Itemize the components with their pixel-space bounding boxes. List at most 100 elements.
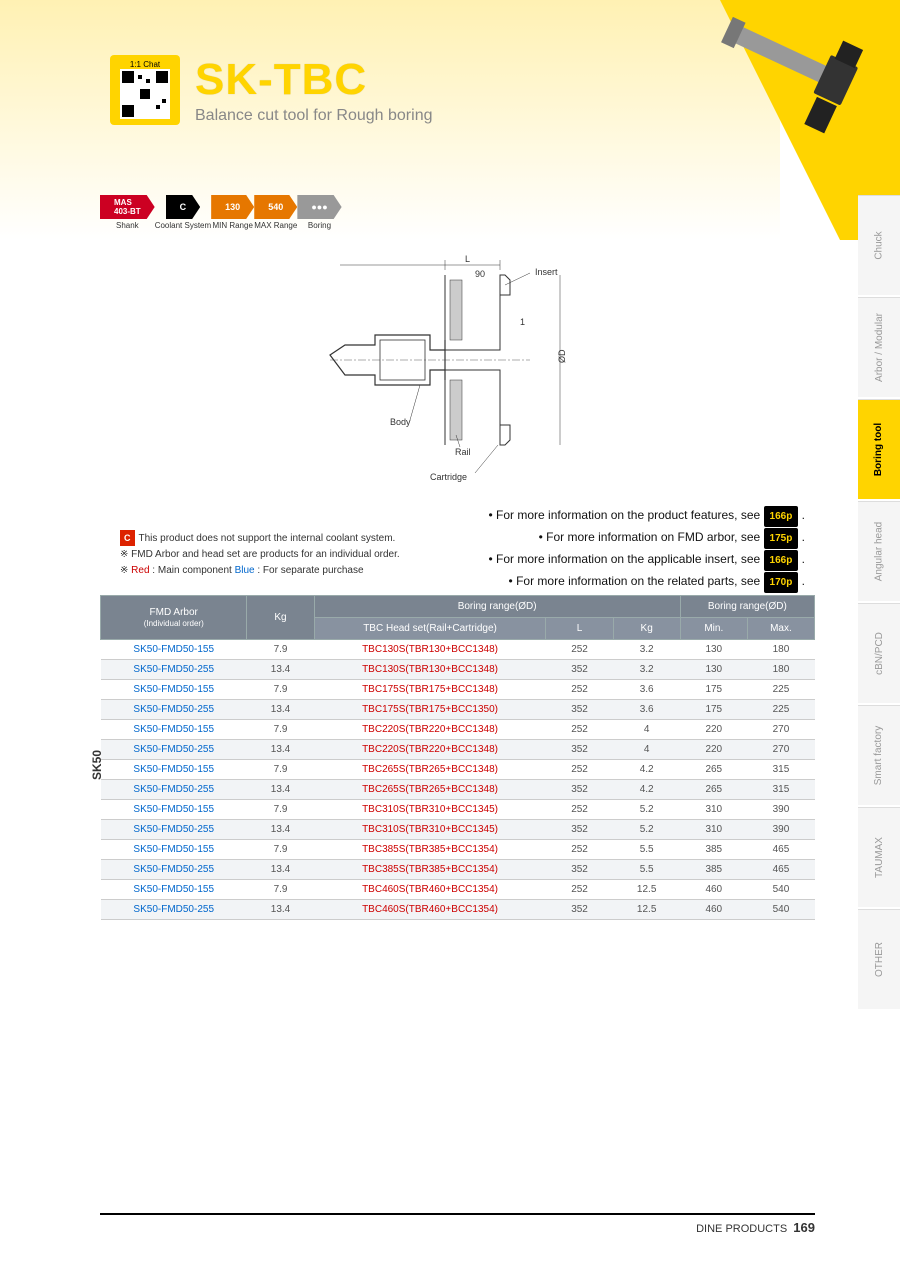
table-row: SK50-FMD50-25513.4TBC220S(TBR220+BCC1348… xyxy=(101,740,815,760)
cell-min: 220 xyxy=(680,740,747,760)
diagram-label-rail: Rail xyxy=(455,447,471,457)
spec-table-body: SK50-FMD50-1557.9TBC130S(TBR130+BCC1348)… xyxy=(101,640,815,920)
page-number: 169 xyxy=(793,1220,815,1235)
side-tab[interactable]: Smart factory xyxy=(858,705,900,805)
side-tab[interactable]: cBN/PCD xyxy=(858,603,900,703)
cell-min: 175 xyxy=(680,680,747,700)
table-row: SK50-FMD50-1557.9TBC265S(TBR265+BCC1348)… xyxy=(101,760,815,780)
cell-headset: TBC385S(TBR385+BCC1354) xyxy=(314,840,546,860)
page-ref-badge[interactable]: 166p xyxy=(764,506,799,527)
spec-label: Shank xyxy=(116,221,139,230)
th-min: Min. xyxy=(680,618,747,640)
cell-arbor: SK50-FMD50-155 xyxy=(101,640,247,660)
cell-headset: TBC220S(TBR220+BCC1348) xyxy=(314,720,546,740)
spec-chip: C xyxy=(166,195,201,219)
cell-kg: 7.9 xyxy=(247,720,314,740)
cell-kg2: 3.6 xyxy=(613,700,680,720)
spec-chip: 130 xyxy=(211,195,254,219)
cell-arbor: SK50-FMD50-255 xyxy=(101,820,247,840)
diagram-label-L: L xyxy=(465,254,470,264)
cell-kg2: 5.2 xyxy=(613,800,680,820)
cell-headset: TBC130S(TBR130+BCC1348) xyxy=(314,660,546,680)
qr-code: 1:1 Chat xyxy=(110,55,180,125)
cell-min: 265 xyxy=(680,760,747,780)
table-row: SK50-FMD50-1557.9TBC130S(TBR130+BCC1348)… xyxy=(101,640,815,660)
cell-L: 252 xyxy=(546,760,613,780)
diagram-label-90: 90 xyxy=(475,269,485,279)
cell-L: 252 xyxy=(546,880,613,900)
table-row: SK50-FMD50-25513.4TBC310S(TBR310+BCC1345… xyxy=(101,820,815,840)
cell-max: 180 xyxy=(747,660,814,680)
cell-kg: 7.9 xyxy=(247,640,314,660)
side-tab[interactable]: Chuck xyxy=(858,195,900,295)
cell-arbor: SK50-FMD50-155 xyxy=(101,840,247,860)
note-legend: ※ Red : Main component Blue : For separa… xyxy=(120,563,400,579)
cell-min: 220 xyxy=(680,720,747,740)
cell-headset: TBC460S(TBR460+BCC1354) xyxy=(314,880,546,900)
cell-max: 540 xyxy=(747,880,814,900)
page-ref-badge[interactable]: 175p xyxy=(764,528,799,549)
cell-headset: TBC460S(TBR460+BCC1354) xyxy=(314,900,546,920)
cell-headset: TBC220S(TBR220+BCC1348) xyxy=(314,740,546,760)
page-ref-badge[interactable]: 166p xyxy=(764,550,799,571)
cell-kg: 7.9 xyxy=(247,800,314,820)
side-tab[interactable]: OTHER xyxy=(858,909,900,1009)
spec-label: Coolant System xyxy=(155,221,211,230)
cell-kg2: 4 xyxy=(613,740,680,760)
title-block: SK-TBC Balance cut tool for Rough boring xyxy=(195,55,432,125)
cell-arbor: SK50-FMD50-255 xyxy=(101,660,247,680)
notes-right: • For more information on the product fe… xyxy=(489,505,805,593)
cell-L: 252 xyxy=(546,640,613,660)
page-header: 1:1 Chat SK-TBC Balance cut tool for Rou… xyxy=(110,55,432,125)
cell-headset: TBC265S(TBR265+BCC1348) xyxy=(314,760,546,780)
cell-max: 315 xyxy=(747,760,814,780)
cell-kg2: 12.5 xyxy=(613,900,680,920)
cell-kg2: 4 xyxy=(613,720,680,740)
page-ref-badge[interactable]: 170p xyxy=(764,572,799,593)
diagram-label-1: 1 xyxy=(520,317,525,327)
spec-chip: ●●● xyxy=(297,195,341,219)
cell-max: 270 xyxy=(747,740,814,760)
info-link-line: • For more information on the applicable… xyxy=(489,549,805,571)
cell-kg2: 5.5 xyxy=(613,840,680,860)
cell-min: 385 xyxy=(680,860,747,880)
th-L: L xyxy=(546,618,613,640)
cell-headset: TBC385S(TBR385+BCC1354) xyxy=(314,860,546,880)
side-tabs: ChuckArbor / ModularBoring toolAngular h… xyxy=(858,195,900,1011)
cell-arbor: SK50-FMD50-255 xyxy=(101,900,247,920)
cell-kg: 13.4 xyxy=(247,780,314,800)
cell-max: 465 xyxy=(747,860,814,880)
cell-arbor: SK50-FMD50-255 xyxy=(101,860,247,880)
th-max: Max. xyxy=(747,618,814,640)
side-tab[interactable]: Boring tool xyxy=(858,399,900,499)
side-tab[interactable]: TAUMAX xyxy=(858,807,900,907)
cell-headset: TBC130S(TBR130+BCC1348) xyxy=(314,640,546,660)
cell-L: 252 xyxy=(546,720,613,740)
spec-label: Boring xyxy=(308,221,331,230)
cell-max: 180 xyxy=(747,640,814,660)
table-row: SK50-FMD50-25513.4TBC265S(TBR265+BCC1348… xyxy=(101,780,815,800)
spec-table-wrap: SK50 FMD Arbor(Individual order) Kg Bori… xyxy=(100,595,815,920)
side-tab[interactable]: Angular head xyxy=(858,501,900,601)
side-tab[interactable]: Arbor / Modular xyxy=(858,297,900,397)
footer: DINE PRODUCTS 169 xyxy=(696,1220,815,1235)
cell-max: 390 xyxy=(747,800,814,820)
cell-headset: TBC175S(TBR175+BCC1350) xyxy=(314,700,546,720)
cell-arbor: SK50-FMD50-255 xyxy=(101,780,247,800)
table-row: SK50-FMD50-25513.4TBC460S(TBR460+BCC1354… xyxy=(101,900,815,920)
cell-L: 252 xyxy=(546,840,613,860)
info-link-line: • For more information on the related pa… xyxy=(489,571,805,593)
cell-L: 252 xyxy=(546,680,613,700)
cell-L: 352 xyxy=(546,860,613,880)
cell-arbor: SK50-FMD50-155 xyxy=(101,720,247,740)
qr-label: 1:1 Chat xyxy=(120,60,170,69)
table-row: SK50-FMD50-1557.9TBC460S(TBR460+BCC1354)… xyxy=(101,880,815,900)
diagram-label-insert: Insert xyxy=(535,267,558,277)
cell-kg2: 5.2 xyxy=(613,820,680,840)
cell-kg: 7.9 xyxy=(247,760,314,780)
cell-L: 252 xyxy=(546,800,613,820)
cell-min: 130 xyxy=(680,660,747,680)
cell-kg: 13.4 xyxy=(247,740,314,760)
cell-max: 390 xyxy=(747,820,814,840)
cell-kg2: 5.5 xyxy=(613,860,680,880)
